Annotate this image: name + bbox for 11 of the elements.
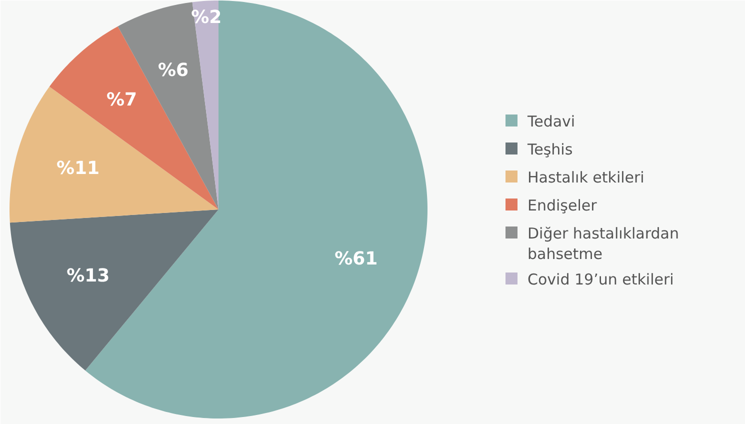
data-label: %11	[56, 158, 100, 180]
data-label: %6	[158, 60, 189, 81]
data-label: %61	[334, 248, 378, 270]
legend-label: Endişeler	[528, 196, 598, 214]
legend-label: Teşhis	[526, 140, 573, 158]
legend-label: Diğer hastalıklardan bahsetme	[528, 224, 679, 264]
legend-label: Tedavi	[526, 112, 576, 130]
data-label: %13	[66, 265, 110, 286]
legend-label: Covid 19’un etkileri	[528, 270, 674, 288]
legend-label: Hastalık etkileri	[528, 168, 644, 186]
data-label: %7	[106, 89, 138, 110]
